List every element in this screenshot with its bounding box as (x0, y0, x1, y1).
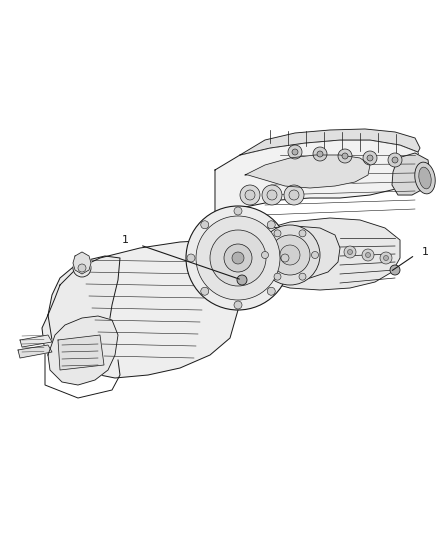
Circle shape (344, 246, 356, 258)
Circle shape (363, 151, 377, 165)
Circle shape (187, 254, 195, 262)
Circle shape (201, 221, 209, 229)
Text: 1: 1 (421, 247, 428, 257)
Ellipse shape (415, 162, 435, 194)
Circle shape (237, 275, 247, 285)
Circle shape (73, 259, 91, 277)
Polygon shape (208, 140, 420, 268)
Circle shape (274, 273, 281, 280)
Polygon shape (18, 345, 52, 358)
Circle shape (245, 190, 255, 200)
Circle shape (186, 206, 290, 310)
Circle shape (280, 245, 300, 265)
Circle shape (234, 301, 242, 309)
Circle shape (267, 287, 275, 295)
Circle shape (284, 185, 304, 205)
Circle shape (196, 216, 280, 300)
Circle shape (347, 249, 353, 254)
Circle shape (267, 221, 275, 229)
Circle shape (78, 264, 86, 272)
Polygon shape (245, 218, 400, 290)
Circle shape (342, 153, 348, 159)
Circle shape (367, 155, 373, 161)
Polygon shape (73, 252, 91, 274)
Circle shape (270, 235, 310, 275)
Circle shape (267, 190, 277, 200)
Polygon shape (240, 129, 420, 155)
Polygon shape (48, 238, 242, 378)
Circle shape (289, 190, 299, 200)
Circle shape (384, 255, 389, 261)
Polygon shape (42, 256, 120, 380)
Circle shape (299, 273, 306, 280)
Circle shape (261, 252, 268, 259)
Circle shape (380, 252, 392, 264)
Circle shape (224, 244, 252, 272)
Ellipse shape (419, 167, 431, 189)
Circle shape (288, 145, 302, 159)
Polygon shape (392, 153, 430, 195)
Circle shape (274, 230, 281, 237)
Polygon shape (20, 335, 52, 347)
Polygon shape (48, 316, 118, 385)
Circle shape (365, 253, 371, 257)
Circle shape (362, 249, 374, 261)
Polygon shape (58, 335, 104, 370)
Circle shape (292, 149, 298, 155)
Circle shape (262, 185, 282, 205)
Circle shape (317, 151, 323, 157)
Circle shape (311, 252, 318, 259)
Circle shape (210, 230, 266, 286)
Circle shape (260, 225, 320, 285)
Circle shape (299, 230, 306, 237)
Circle shape (240, 185, 260, 205)
Circle shape (313, 147, 327, 161)
Circle shape (201, 287, 209, 295)
Polygon shape (210, 232, 282, 290)
Circle shape (234, 207, 242, 215)
Circle shape (338, 149, 352, 163)
Circle shape (388, 153, 402, 167)
Polygon shape (240, 226, 340, 280)
Circle shape (232, 252, 244, 264)
Polygon shape (245, 155, 370, 188)
Circle shape (392, 157, 398, 163)
Text: 1: 1 (121, 235, 128, 245)
Circle shape (281, 254, 289, 262)
Circle shape (390, 265, 400, 275)
